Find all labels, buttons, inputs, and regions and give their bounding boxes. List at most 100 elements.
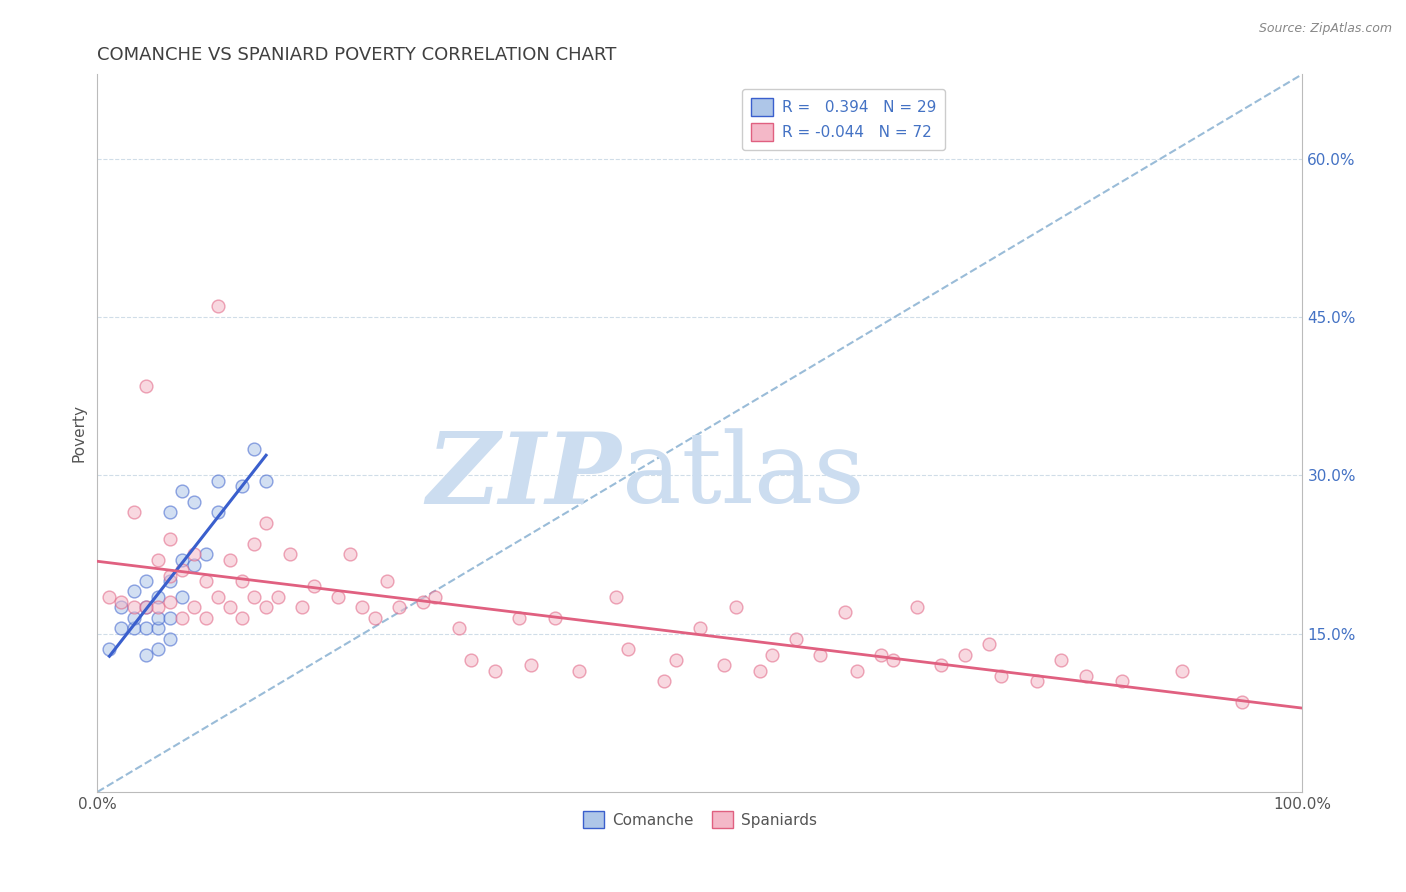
Point — [460, 653, 482, 667]
Point — [183, 558, 205, 572]
Point — [328, 590, 350, 604]
Point — [652, 674, 675, 689]
Point — [1171, 664, 1194, 678]
Text: ZIP: ZIP — [426, 428, 621, 524]
Point — [98, 642, 121, 657]
Point — [159, 611, 181, 625]
Point — [159, 532, 181, 546]
Point — [291, 600, 314, 615]
Point — [207, 505, 229, 519]
Point — [725, 600, 748, 615]
Point — [1232, 695, 1254, 709]
Point — [243, 590, 266, 604]
Point — [207, 590, 229, 604]
Point — [1111, 674, 1133, 689]
Point — [170, 552, 193, 566]
Point — [122, 621, 145, 635]
Point — [135, 648, 157, 662]
Point — [713, 658, 735, 673]
Point — [170, 611, 193, 625]
Point — [785, 632, 807, 646]
Point — [689, 621, 711, 635]
Point — [135, 574, 157, 588]
Point — [159, 632, 181, 646]
Point — [845, 664, 868, 678]
Point — [159, 568, 181, 582]
Point — [520, 658, 543, 673]
Point — [146, 600, 169, 615]
Point — [869, 648, 891, 662]
Y-axis label: Poverty: Poverty — [72, 404, 86, 462]
Point — [423, 590, 446, 604]
Point — [665, 653, 688, 667]
Point — [388, 600, 411, 615]
Point — [304, 579, 326, 593]
Point — [110, 621, 132, 635]
Point — [749, 664, 772, 678]
Point — [122, 600, 145, 615]
Point — [254, 600, 277, 615]
Point — [412, 595, 434, 609]
Point — [568, 664, 591, 678]
Point — [194, 548, 217, 562]
Point — [207, 299, 229, 313]
Point — [135, 621, 157, 635]
Point — [135, 600, 157, 615]
Point — [254, 516, 277, 530]
Point — [194, 574, 217, 588]
Point — [339, 548, 361, 562]
Legend: Comanche, Spaniards: Comanche, Spaniards — [576, 805, 823, 835]
Point — [363, 611, 385, 625]
Point — [207, 474, 229, 488]
Point — [170, 484, 193, 499]
Point — [616, 642, 638, 657]
Point — [810, 648, 832, 662]
Point — [990, 669, 1012, 683]
Point — [122, 584, 145, 599]
Point — [194, 611, 217, 625]
Point — [929, 658, 952, 673]
Point — [544, 611, 567, 625]
Point — [159, 595, 181, 609]
Point — [243, 537, 266, 551]
Point — [1050, 653, 1073, 667]
Point — [953, 648, 976, 662]
Point — [110, 595, 132, 609]
Point — [231, 574, 253, 588]
Point — [882, 653, 904, 667]
Point — [146, 590, 169, 604]
Point — [183, 600, 205, 615]
Point — [905, 600, 928, 615]
Point — [267, 590, 290, 604]
Point — [508, 611, 530, 625]
Text: Source: ZipAtlas.com: Source: ZipAtlas.com — [1258, 22, 1392, 36]
Point — [146, 621, 169, 635]
Point — [122, 505, 145, 519]
Point — [278, 548, 301, 562]
Point — [761, 648, 783, 662]
Point — [170, 590, 193, 604]
Point — [375, 574, 398, 588]
Point — [447, 621, 470, 635]
Text: atlas: atlas — [621, 428, 865, 524]
Point — [98, 590, 121, 604]
Point — [110, 600, 132, 615]
Point — [605, 590, 627, 604]
Point — [135, 378, 157, 392]
Point — [1074, 669, 1097, 683]
Point — [183, 494, 205, 508]
Point — [254, 474, 277, 488]
Point — [135, 600, 157, 615]
Point — [146, 552, 169, 566]
Point — [219, 552, 242, 566]
Point — [231, 479, 253, 493]
Point — [484, 664, 506, 678]
Point — [979, 637, 1001, 651]
Point — [219, 600, 242, 615]
Point — [243, 442, 266, 456]
Point — [122, 611, 145, 625]
Point — [183, 548, 205, 562]
Point — [159, 505, 181, 519]
Point — [231, 611, 253, 625]
Point — [159, 574, 181, 588]
